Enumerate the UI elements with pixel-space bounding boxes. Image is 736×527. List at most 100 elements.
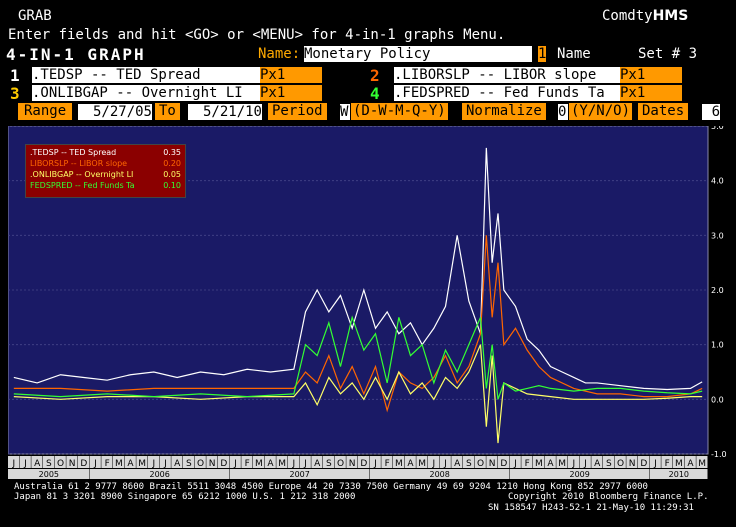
name-number[interactable]: 1 <box>538 46 547 62</box>
x-month-label: J <box>513 459 517 469</box>
x-month-cell <box>684 456 696 468</box>
x-month-cell <box>276 456 288 468</box>
y-tick-label: 3.0 <box>711 231 724 240</box>
x-year-cell <box>649 469 708 479</box>
x-month-cell <box>533 456 545 468</box>
series-2-ticker[interactable]: .LIBORSLP -- LIBOR slope <box>394 67 620 83</box>
x-month-cell <box>696 456 708 468</box>
x-month-label: M <box>138 459 146 469</box>
x-month-cell <box>78 456 90 468</box>
x-month-cell <box>661 456 673 468</box>
range-to-input[interactable]: 5/21/10 <box>188 104 262 120</box>
y-tick-label: 1.0 <box>711 341 724 350</box>
x-month-label: A <box>34 459 41 469</box>
footer-line-2b: Copyright 2010 Bloomberg Finance L.P. <box>508 492 709 502</box>
x-month-cell <box>568 456 580 468</box>
series-3-px[interactable]: Px1 <box>260 85 322 101</box>
series-3-ticker[interactable]: .ONLIBGAP -- Overnight LI <box>32 85 260 101</box>
x-month-label: M <box>418 459 426 469</box>
x-month-cell <box>498 456 510 468</box>
dates-label: Dates <box>638 103 689 120</box>
normalize-options: (Y/N/O) <box>569 103 633 120</box>
x-month-cell <box>626 456 638 468</box>
name-input[interactable]: Monetary Policy <box>304 46 532 62</box>
x-month-label: J <box>373 459 377 469</box>
legend-item: FEDSPRED -- Fed Funds Ta 0.10 <box>26 180 185 191</box>
x-month-cell <box>54 456 66 468</box>
period-label: Period <box>268 103 327 120</box>
normalize-input[interactable]: 0 <box>558 104 568 120</box>
range-from-input[interactable]: 5/27/05 <box>78 104 152 120</box>
x-year-cell <box>509 469 650 479</box>
x-month-cell <box>673 456 685 468</box>
x-month-cell <box>591 456 603 468</box>
series-1-px[interactable]: Px1 <box>260 67 322 83</box>
x-month-label: D <box>80 459 87 469</box>
series-fields: 1 .TEDSP -- TED Spread Px1 2 .LIBORSLP -… <box>0 66 736 103</box>
x-month-cell <box>171 456 183 468</box>
x-month-cell <box>579 456 591 468</box>
x-month-cell <box>463 456 475 468</box>
x-month-cell <box>89 456 101 468</box>
legend-label: .TEDSP -- TED Spread <box>30 148 117 157</box>
x-month-cell <box>603 456 615 468</box>
x-month-label: F <box>105 459 110 469</box>
x-month-cell <box>556 456 568 468</box>
x-month-cell <box>416 456 428 468</box>
x-month-label: O <box>57 459 64 469</box>
x-month-label: J <box>12 459 16 469</box>
x-month-cell <box>101 456 113 468</box>
x-month-label: A <box>174 459 181 469</box>
range-label: Range <box>18 103 73 120</box>
period-input[interactable]: W <box>340 104 350 120</box>
x-month-cell <box>346 456 358 468</box>
x-month-label: A <box>594 459 601 469</box>
y-tick-label: 5.0 <box>711 126 724 131</box>
x-month-cell <box>509 456 521 468</box>
x-month-label: S <box>606 459 612 469</box>
x-month-cell <box>451 456 463 468</box>
series-2-px[interactable]: Px1 <box>620 67 682 83</box>
x-month-cell <box>194 456 206 468</box>
x-month-cell <box>649 456 661 468</box>
series-1-ticker[interactable]: .TEDSP -- TED Spread <box>32 67 260 83</box>
page-title: 4-IN-1 GRAPH <box>6 45 146 64</box>
x-month-cell <box>31 456 43 468</box>
y-tick-label: -1.0 <box>711 450 727 459</box>
x-month-label: M <box>675 459 683 469</box>
x-month-cell <box>264 456 276 468</box>
legend-value: 0.10 <box>163 181 181 190</box>
x-month-cell <box>369 456 381 468</box>
x-month-label: O <box>337 459 344 469</box>
source-label: ComdtyHMS <box>602 8 689 24</box>
x-month-label: N <box>629 459 636 469</box>
x-year-cell <box>369 469 510 479</box>
legend-label: LIBORSLP -- LIBOR slope <box>30 159 128 168</box>
x-month-label: J <box>163 459 167 469</box>
x-month-label: A <box>127 459 134 469</box>
x-month-cell <box>113 456 125 468</box>
series-4-ticker[interactable]: .FEDSPRED -- Fed Funds Ta <box>394 85 620 101</box>
x-month-label: O <box>477 459 484 469</box>
x-month-cell <box>521 456 533 468</box>
x-month-cell <box>253 456 265 468</box>
x-month-cell <box>183 456 195 468</box>
x-month-cell <box>124 456 136 468</box>
x-month-cell <box>19 456 31 468</box>
y-tick-label: 4.0 <box>711 177 724 186</box>
x-year-cell <box>89 469 230 479</box>
legend-value: 0.20 <box>163 159 181 168</box>
dates-input[interactable]: 6 <box>702 104 720 120</box>
x-month-label: A <box>687 459 694 469</box>
x-month-cell <box>159 456 171 468</box>
x-month-label: O <box>617 459 624 469</box>
x-month-label: N <box>349 459 356 469</box>
legend-item: .TEDSP -- TED Spread 0.35 <box>26 147 185 158</box>
legend-label: .ONLIBGAP -- Overnight LI <box>30 170 134 179</box>
x-month-cell <box>136 456 148 468</box>
legend-item: .ONLIBGAP -- Overnight LI 0.05 <box>26 169 185 180</box>
x-month-cell <box>229 456 241 468</box>
x-month-label: D <box>500 459 507 469</box>
series-4-px[interactable]: Px1 <box>620 85 682 101</box>
x-year-label: 2006 <box>149 470 169 479</box>
